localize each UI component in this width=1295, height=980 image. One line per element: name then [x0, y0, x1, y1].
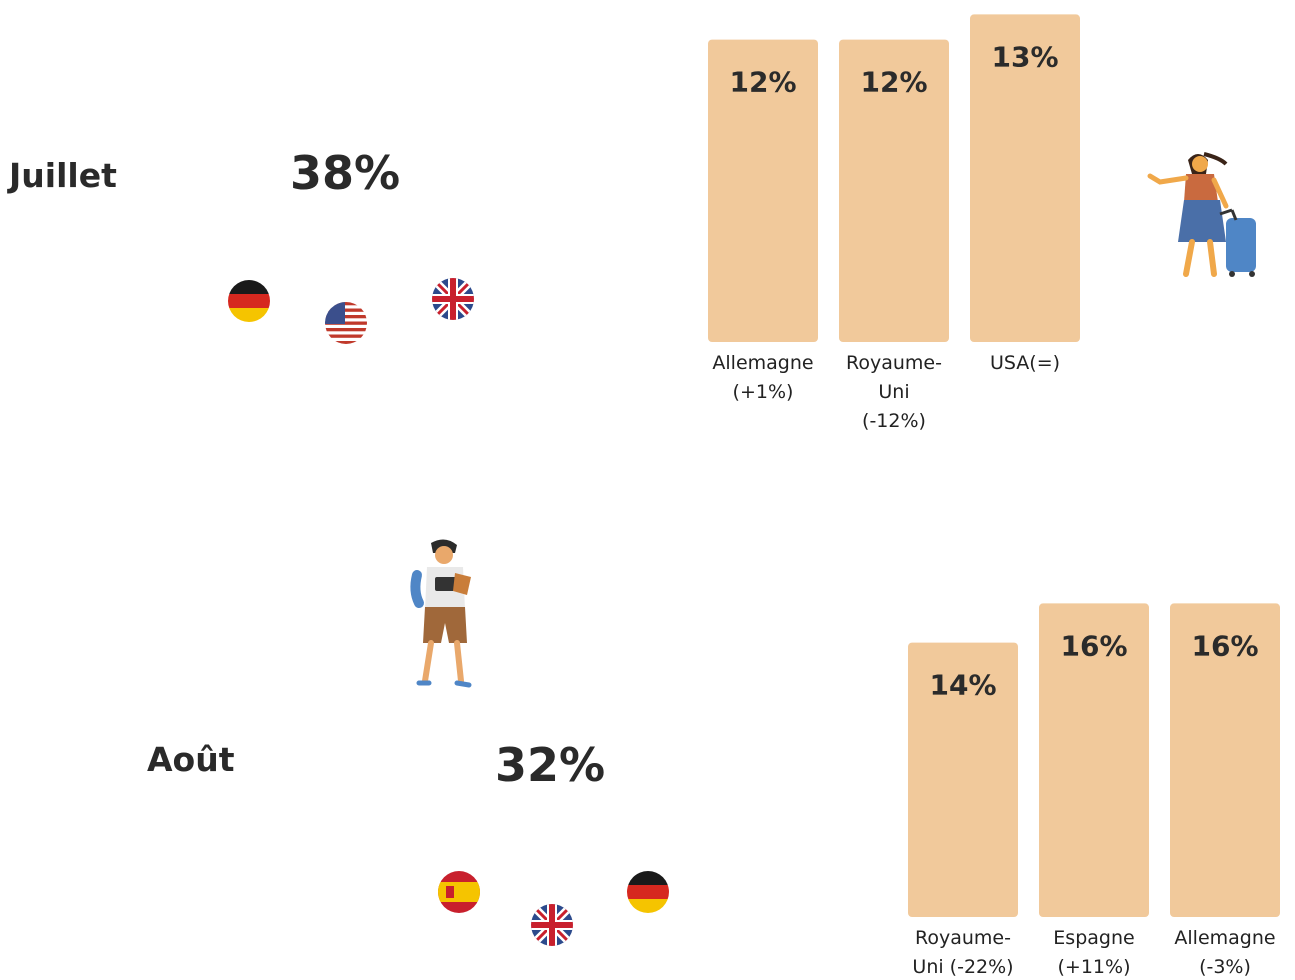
bar-value-label: 16% [1060, 629, 1127, 662]
bar-value-label: 12% [860, 66, 927, 99]
total-share-july: 38% [290, 146, 401, 200]
tourist-with-camera-illustration [410, 539, 472, 688]
germany-flag-icon [627, 871, 669, 913]
category-label: Uni [878, 381, 909, 403]
category-label: Royaume- [915, 927, 1011, 949]
bar [908, 642, 1018, 917]
uk-flag-icon [432, 278, 474, 320]
bar-value-label: 16% [1191, 629, 1258, 662]
bar-value-label: 13% [991, 40, 1058, 73]
category-label: Royaume- [846, 352, 942, 374]
category-label: Espagne [1053, 927, 1134, 949]
category-label: Allemagne [712, 352, 813, 374]
bar [1170, 603, 1280, 917]
category-label: (+1%) [733, 381, 794, 403]
bar-value-label: 12% [729, 66, 796, 99]
uk-flag-icon [531, 904, 573, 946]
category-label: (-3%) [1199, 956, 1251, 978]
bar [1039, 603, 1149, 917]
bar [839, 39, 949, 342]
total-share-august: 32% [495, 738, 606, 792]
bar-chart-july: 12% Allemagne (+1%) 12% Royaume- Uni (-12%) 13%… [708, 14, 1080, 432]
traveler-with-suitcase-illustration [1147, 152, 1256, 277]
bar [708, 39, 818, 342]
month-label-july: Juillet [9, 156, 117, 195]
spain-flag-icon [438, 871, 480, 913]
bar [970, 14, 1080, 343]
month-label-august: Août [147, 740, 235, 779]
bar-chart-august: 14% Royaume- Uni (-22%) 16% Espagne (+11%) 16%… [908, 603, 1280, 978]
category-label: (+11%) [1058, 956, 1131, 978]
germany-flag-icon [228, 280, 270, 322]
bar-value-label: 14% [929, 669, 996, 702]
category-label: Uni (-22%) [912, 956, 1013, 978]
category-label: Allemagne [1174, 927, 1275, 949]
usa-flag-icon [325, 302, 367, 344]
category-label: (-12%) [862, 410, 926, 432]
category-label: USA(=) [990, 352, 1060, 374]
